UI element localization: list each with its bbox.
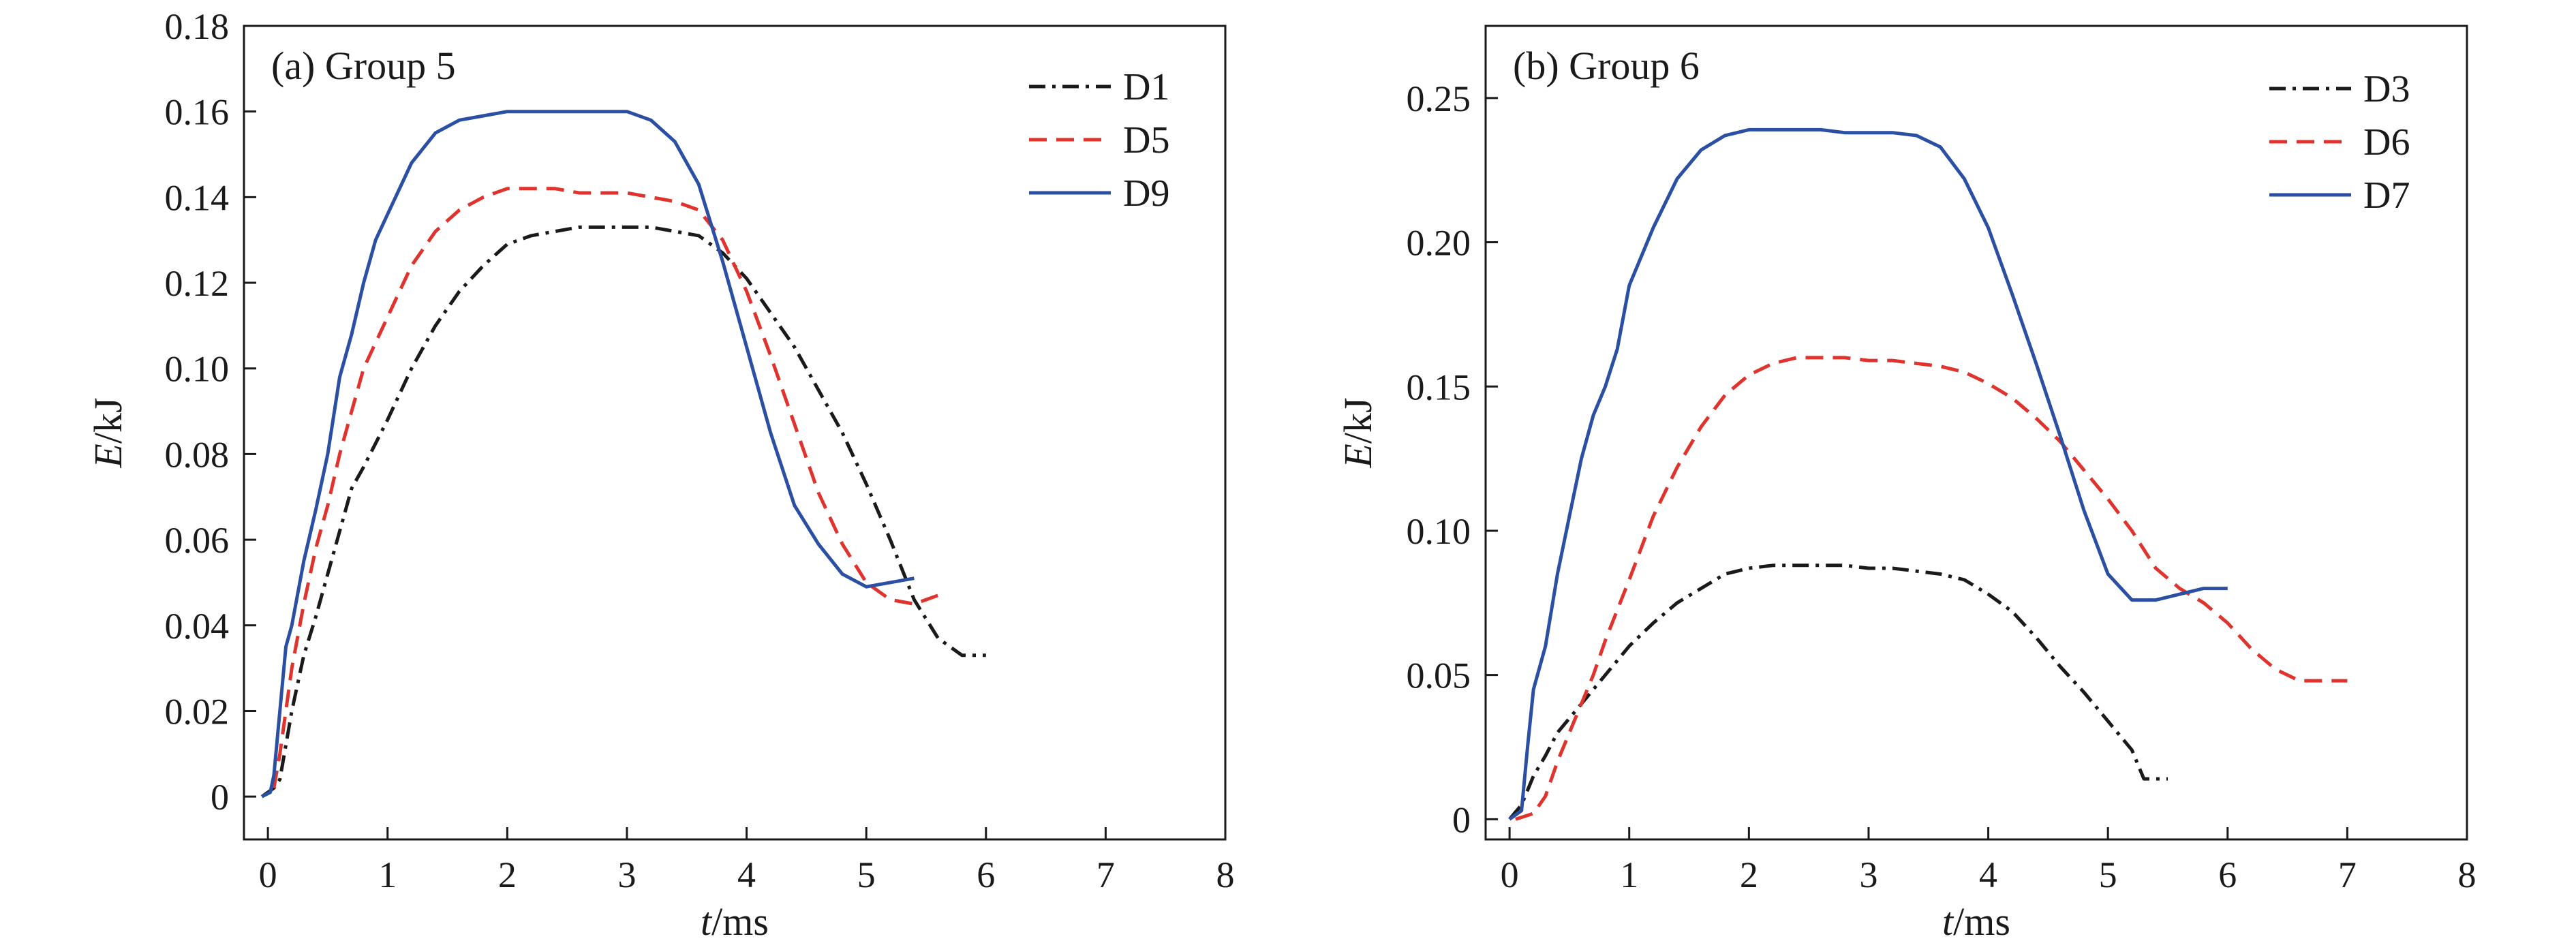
legend: D1 D5 D9 [1029,66,1169,215]
x-tick-label: 2 [498,854,517,895]
legend-label-d5: D5 [1123,119,1169,161]
x-axis-label: t/ms [701,899,769,943]
y-tick-label: 0.12 [165,263,230,304]
legend-label-d7: D7 [2363,174,2410,217]
y-tick-label: 0 [1452,799,1471,840]
y-tick-label: 0.02 [165,691,230,732]
x-tick-label: 8 [2458,854,2477,895]
x-tick-label: 0 [1501,854,1519,895]
legend: D3 D6 D7 [2269,68,2410,217]
x-tick-label: 4 [1979,854,1997,895]
x-tick-label: 7 [2338,854,2357,895]
y-tick-label: 0.20 [1407,223,1471,264]
plot-frame [1484,25,2468,841]
y-tick-label: 0.04 [165,606,230,647]
x-tick-label: 6 [2218,854,2237,895]
series-line-d1 [260,225,986,799]
y-tick-label: 0.05 [1407,655,1471,696]
legend-label-d1: D1 [1123,66,1169,108]
series-line-d3 [1508,563,2168,820]
y-tick-label: 0 [211,777,229,818]
legend-label-d9: D9 [1123,172,1169,215]
legend-label-d6: D6 [2363,121,2410,164]
x-axis-label: t/ms [1942,899,2010,943]
y-tick-label: 0.08 [165,434,230,475]
y-tick-label: 0.14 [165,177,230,218]
series-line-d9 [261,110,915,799]
panel-b: 0 1 2 3 4 5 6 7 8 0 0.05 0.10 0.15 0.20 0.25 t/ms E/kJ (b… [1336,25,2477,943]
x-tick-label: 4 [737,854,756,895]
x-tick-label: 2 [1740,854,1758,895]
y-tick-label: 0.10 [165,349,230,390]
y-tick-label: 0.25 [1407,78,1471,119]
panel-title: (b) Group 6 [1513,44,1700,88]
series-line-d6 [1515,356,2348,821]
plot-frame [243,25,1227,841]
x-tick-label: 3 [617,854,636,895]
x-tick-label: 6 [977,854,995,895]
y-tick-label: 0.06 [165,520,230,561]
x-tick-label: 8 [1216,854,1235,895]
x-tick-label: 1 [378,854,397,895]
legend-label-d3: D3 [2363,68,2410,110]
x-tick-label: 5 [857,854,876,895]
y-tick-label: 0.18 [165,6,230,47]
x-tick-label: 7 [1097,854,1115,895]
x-tick-label: 3 [1859,854,1877,895]
series-line-d5 [272,187,939,789]
panel-title: (a) Group 5 [271,44,456,88]
panel-a: 0 1 2 3 4 5 6 7 8 0 0.02 0.04 0.06 0.08 0.10 0.12 0.14 0.… [86,6,1235,943]
y-tick-label: 0.15 [1407,367,1471,407]
x-tick-label: 1 [1620,854,1638,895]
y-axis-label: E/kJ [1336,397,1380,468]
x-tick-label: 0 [259,854,277,895]
series-line-d7 [1508,127,2228,821]
y-axis-label: E/kJ [86,397,130,468]
y-tick-label: 0.16 [165,92,230,133]
y-tick-label: 0.10 [1407,511,1471,552]
x-tick-label: 5 [2099,854,2117,895]
